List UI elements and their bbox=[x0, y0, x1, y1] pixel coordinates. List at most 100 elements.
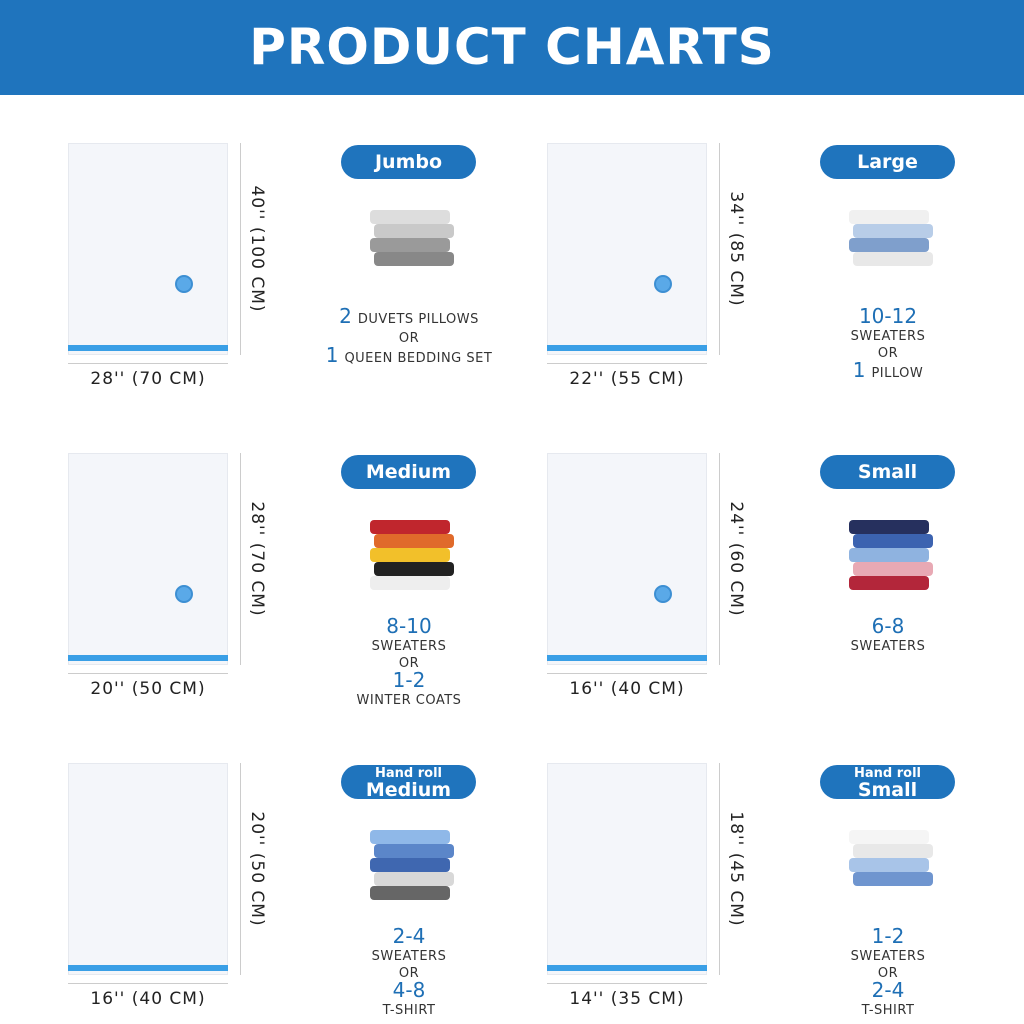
capacity-line: 1 PILLOW bbox=[788, 358, 988, 383]
illustration bbox=[853, 252, 933, 266]
dim-line bbox=[68, 673, 228, 674]
dim-line bbox=[547, 363, 707, 364]
illustration bbox=[849, 830, 929, 844]
bag bbox=[68, 453, 228, 665]
badge-label: Medium bbox=[365, 779, 452, 801]
capacity-line: 10-12 bbox=[788, 304, 988, 328]
dim-line bbox=[68, 363, 228, 364]
capacity-line: 1 QUEEN BEDDING SET bbox=[309, 343, 509, 368]
zipper bbox=[547, 965, 707, 971]
zipper bbox=[68, 655, 228, 661]
illustration bbox=[370, 548, 450, 562]
capacity-line: OR bbox=[309, 329, 509, 346]
capacity-text: 10-12 bbox=[858, 304, 918, 328]
width-label: 20'' (50 CM) bbox=[90, 679, 206, 699]
illustration bbox=[853, 562, 933, 576]
zipper bbox=[68, 965, 228, 971]
illustration bbox=[370, 520, 450, 534]
illustration bbox=[374, 562, 454, 576]
width-label: 28'' (70 CM) bbox=[90, 369, 206, 389]
bag bbox=[68, 143, 228, 355]
bag bbox=[547, 453, 707, 665]
capacity-line: T-SHIRT bbox=[788, 1001, 988, 1018]
illustration bbox=[370, 210, 450, 224]
capacity-line: 6-8 bbox=[788, 614, 988, 638]
badge-label: Jumbo bbox=[374, 151, 443, 173]
zipper bbox=[547, 655, 707, 661]
badge-label: Small bbox=[857, 779, 918, 801]
capacity-line: OR bbox=[788, 344, 988, 361]
badge: Medium bbox=[341, 455, 476, 489]
illustration bbox=[849, 548, 929, 562]
illustration bbox=[849, 520, 929, 534]
capacity-text: WINTER COATS bbox=[356, 693, 462, 708]
capacity-text: 1-2 bbox=[871, 924, 905, 948]
badge-label: Large bbox=[857, 151, 918, 173]
capacity-text: QUEEN BEDDING SET bbox=[344, 351, 493, 366]
dim-line bbox=[240, 453, 241, 665]
dim-line bbox=[719, 143, 720, 355]
bag bbox=[547, 763, 707, 975]
capacity-line: 2-4 bbox=[788, 980, 988, 1001]
width-label: 22'' (55 CM) bbox=[569, 369, 685, 389]
capacity-line: SWEATERS bbox=[788, 637, 988, 654]
badge: Hand roll Small bbox=[820, 765, 955, 801]
illustration bbox=[370, 238, 450, 252]
capacity: 8-10 SWEATERS OR 1-2 WINTER COATS bbox=[309, 614, 509, 708]
illustration bbox=[853, 224, 933, 238]
zipper bbox=[547, 345, 707, 351]
valve bbox=[654, 585, 672, 603]
capacity-line: 1-2 bbox=[788, 924, 988, 948]
width-label: 16'' (40 CM) bbox=[90, 989, 206, 1009]
capacity-text: 1 bbox=[325, 343, 339, 367]
badge: Large bbox=[820, 145, 955, 179]
height-label: 34'' (85 CM) bbox=[726, 191, 746, 307]
width-label: 16'' (40 CM) bbox=[569, 679, 685, 699]
capacity-text: 4-8 bbox=[392, 978, 426, 1002]
valve bbox=[175, 585, 193, 603]
capacity-text: OR bbox=[398, 656, 420, 671]
illustration bbox=[853, 844, 933, 858]
capacity-text: SWEATERS bbox=[371, 949, 447, 964]
capacity-text: 8-10 bbox=[386, 614, 432, 638]
capacity-line: SWEATERS bbox=[309, 947, 509, 964]
capacity-line: 1-2 bbox=[309, 668, 509, 692]
badge-top: Hand roll bbox=[375, 766, 442, 781]
capacity-text: DUVETS PILLOWS bbox=[357, 312, 479, 327]
capacity-text: 1 bbox=[852, 358, 866, 382]
capacity-text: T-SHIRT bbox=[382, 1003, 436, 1018]
capacity-text: SWEATERS bbox=[850, 639, 926, 654]
dim-line bbox=[240, 763, 241, 975]
capacity-line: OR bbox=[309, 654, 509, 671]
illustration bbox=[370, 886, 450, 900]
zipper bbox=[68, 345, 228, 351]
illustration bbox=[849, 238, 929, 252]
illustration bbox=[374, 252, 454, 266]
illustration bbox=[853, 534, 933, 548]
height-label: 18'' (45 CM) bbox=[726, 811, 746, 927]
capacity-text: 2-4 bbox=[392, 924, 426, 948]
illustration bbox=[374, 844, 454, 858]
capacity-text: 6-8 bbox=[871, 614, 905, 638]
height-label: 20'' (50 CM) bbox=[247, 811, 267, 927]
capacity: 2-4 SWEATERS OR 4-8 T-SHIRT bbox=[309, 924, 509, 1018]
badge-top: Hand roll bbox=[854, 766, 921, 781]
capacity-text: SWEATERS bbox=[850, 949, 926, 964]
illustration bbox=[370, 830, 450, 844]
capacity-line: 2-4 bbox=[309, 924, 509, 948]
illustration bbox=[853, 872, 933, 886]
capacity-text: 2 bbox=[339, 304, 352, 328]
illustration bbox=[849, 576, 929, 590]
dim-line bbox=[719, 453, 720, 665]
badge: Small bbox=[820, 455, 955, 489]
capacity-line: OR bbox=[788, 964, 988, 981]
badge-label: Medium bbox=[365, 461, 452, 483]
badge: Hand roll Medium bbox=[341, 765, 476, 801]
dim-line bbox=[547, 983, 707, 984]
capacity-text: 1-2 bbox=[392, 668, 426, 692]
height-label: 40'' (100 CM) bbox=[247, 185, 267, 313]
capacity-line: SWEATERS bbox=[788, 947, 988, 964]
dim-line bbox=[240, 143, 241, 355]
capacity-text: SWEATERS bbox=[850, 329, 926, 344]
